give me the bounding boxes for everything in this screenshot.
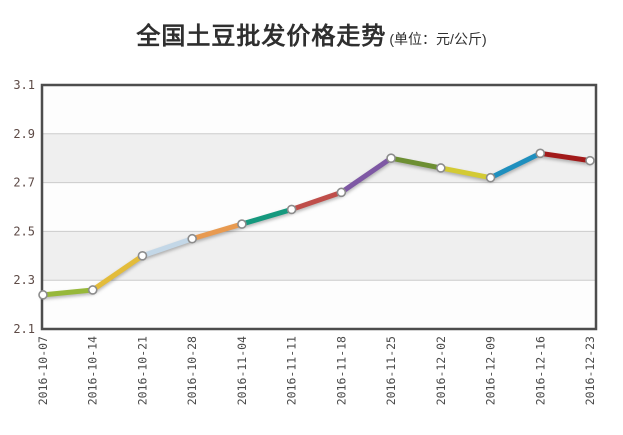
line-segment-2016-12-09 xyxy=(488,150,543,181)
grid-band xyxy=(42,182,596,232)
title-text: 全国土豆批发价格走势 xyxy=(136,23,387,50)
gridlines xyxy=(42,133,596,281)
data-point-2016-11-04 xyxy=(237,219,247,229)
line-segment-2016-10-21 xyxy=(139,236,195,259)
x-tick-label: 2016-10-21 xyxy=(135,336,149,405)
chart-title: 全国土豆批发价格走势 (单位：元/公斤) xyxy=(0,16,623,51)
grid-band xyxy=(42,85,596,134)
data-point-markers xyxy=(38,148,595,300)
x-axis-labels: 2016-10-07 2016-10-14 2016-10-21 2016-10-28… xyxy=(36,336,597,405)
x-tick-label: 2016-10-14 xyxy=(86,336,100,405)
x-tick-label: 2016-11-18 xyxy=(334,336,348,405)
price-line-series xyxy=(40,150,593,298)
data-point-2016-12-16 xyxy=(535,148,546,159)
data-point-2016-12-23 xyxy=(585,155,595,166)
x-tick-label: 2016-12-16 xyxy=(533,336,547,405)
line-segment-2016-10-14 xyxy=(90,253,145,293)
line-segment-2016-10-07 xyxy=(40,287,96,298)
x-tick-label: 2016-12-23 xyxy=(583,336,597,405)
grid-band xyxy=(42,231,596,281)
x-tick-label: 2016-10-07 xyxy=(36,336,50,405)
y-tick-label: 2.5 xyxy=(13,224,35,238)
data-point-2016-10-28 xyxy=(187,233,197,244)
data-point-2016-10-21 xyxy=(137,251,148,261)
x-tick-label: 2016-12-02 xyxy=(434,336,448,405)
x-tick-label: 2016-11-04 xyxy=(235,336,249,405)
data-point-2016-11-25 xyxy=(386,153,396,163)
grid-band xyxy=(42,280,596,329)
grid-band xyxy=(42,133,596,183)
line-segment-2016-11-11 xyxy=(289,189,344,212)
plot-border xyxy=(40,83,598,331)
title-unit-label: (单位：元/公斤) xyxy=(389,31,487,47)
data-point-2016-10-14 xyxy=(87,285,98,295)
split-area-bands xyxy=(42,85,596,329)
x-tick-label: 2016-11-11 xyxy=(285,336,299,405)
data-point-2016-12-09 xyxy=(485,172,496,183)
x-tick-label: 2016-10-28 xyxy=(185,336,199,405)
line-segment-2016-11-25 xyxy=(388,155,444,171)
y-tick-label: 3.1 xyxy=(13,78,35,92)
y-tick-label: 2.7 xyxy=(13,176,35,190)
data-point-2016-11-11 xyxy=(286,204,297,215)
line-segment-2016-10-28 xyxy=(189,221,245,242)
line-segment-2016-12-02 xyxy=(438,165,494,181)
line-segment-2016-12-16 xyxy=(537,150,593,164)
line-segment-2016-11-04 xyxy=(239,206,295,227)
data-point-2016-11-18 xyxy=(336,187,347,198)
y-tick-label: 2.1 xyxy=(13,322,35,336)
y-axis-labels: 3.1 2.9 2.7 2.5 2.3 2.1 xyxy=(13,78,35,336)
x-tick-label: 2016-11-25 xyxy=(384,336,398,405)
price-trend-chart: 3.1 2.9 2.7 2.5 2.3 2.1 2016-10-07 2016-10-14 20… xyxy=(0,62,623,435)
y-tick-label: 2.3 xyxy=(13,273,35,287)
x-tick-label: 2016-12-09 xyxy=(484,336,498,405)
data-point-2016-10-07 xyxy=(38,290,48,300)
line-segment-2016-11-18 xyxy=(338,155,394,195)
y-tick-label: 2.9 xyxy=(13,127,35,141)
data-point-2016-12-02 xyxy=(436,163,446,173)
